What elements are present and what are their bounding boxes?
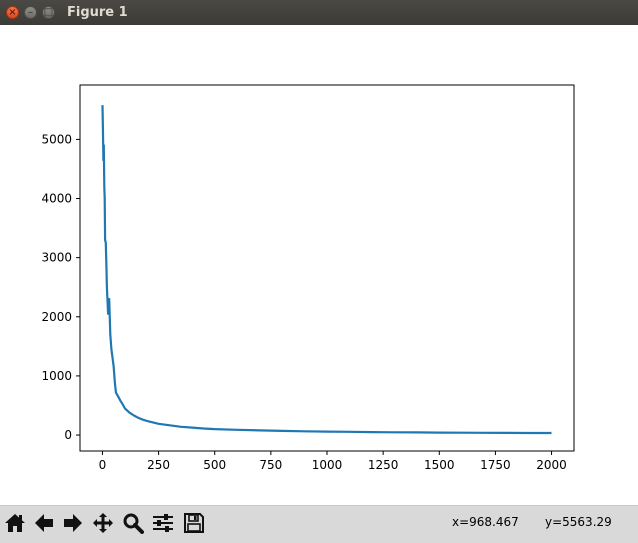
navigation-toolbar: x=968.467 y=5563.29 — [0, 505, 638, 543]
x-tick-label: 1500 — [424, 458, 455, 472]
configure-subplots-button[interactable] — [150, 510, 176, 536]
pan-button[interactable] — [90, 510, 116, 536]
arrow-left-icon — [35, 514, 53, 532]
cursor-x-readout: x=968.467 — [452, 515, 519, 529]
window-title: Figure 1 — [67, 5, 128, 20]
y-tick-label: 5000 — [41, 132, 72, 146]
zoom-button[interactable] — [120, 510, 146, 536]
move-icon — [93, 513, 113, 533]
window-minimize-button[interactable]: – — [24, 6, 37, 19]
x-tick-label: 1250 — [368, 458, 399, 472]
sliders-icon — [153, 514, 173, 532]
y-tick-label: 2000 — [41, 310, 72, 324]
x-tick-label: 1000 — [312, 458, 343, 472]
axes-background — [80, 85, 574, 451]
window-maximize-button[interactable]: □ — [42, 6, 55, 19]
x-tick-label: 2000 — [536, 458, 567, 472]
window-titlebar: × – □ Figure 1 — [0, 0, 638, 25]
magnifier-icon — [123, 513, 144, 534]
line-chart: 0 250 500 750 1000 1250 1500 1750 2000 0 1000 2000 3… — [41, 84, 575, 472]
y-tick-label: 4000 — [41, 192, 72, 206]
cursor-y-readout: y=5563.29 — [545, 515, 612, 529]
figure-canvas[interactable]: 0 250 500 750 1000 1250 1500 1750 2000 0 1000 2000 3… — [0, 25, 638, 505]
x-tick-label: 250 — [147, 458, 170, 472]
y-tick-label: 0 — [64, 428, 72, 442]
y-tick-label: 1000 — [41, 369, 72, 383]
x-tick-label: 500 — [203, 458, 226, 472]
forward-button[interactable] — [60, 510, 86, 536]
home-icon — [5, 514, 25, 532]
window-close-button[interactable]: × — [6, 6, 19, 19]
axes-frame — [79, 84, 575, 452]
floppy-disk-icon — [184, 513, 204, 533]
x-tick-label: 1750 — [480, 458, 511, 472]
x-tick-label: 0 — [99, 458, 107, 472]
arrow-right-icon — [64, 514, 82, 532]
back-button[interactable] — [31, 510, 57, 536]
series-line — [101, 105, 552, 435]
save-button[interactable] — [181, 510, 207, 536]
y-tick-label: 3000 — [41, 251, 72, 265]
x-tick-label: 750 — [259, 458, 282, 472]
home-button[interactable] — [2, 510, 28, 536]
